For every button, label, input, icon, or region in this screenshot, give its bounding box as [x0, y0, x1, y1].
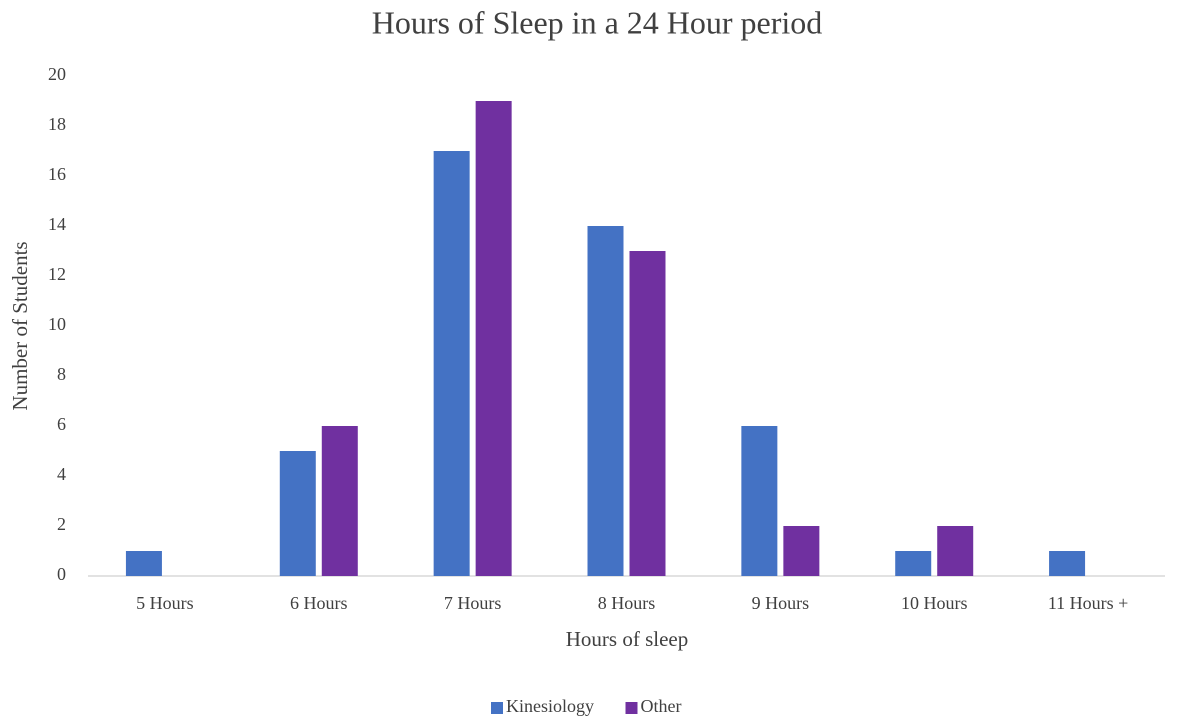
bar: [629, 251, 666, 576]
bar: [741, 426, 778, 576]
x-tick-label: 5 Hours: [136, 593, 194, 613]
x-tick-label: 6 Hours: [290, 593, 348, 613]
legend-label: Kinesiology: [506, 696, 594, 716]
x-tick-label: 10 Hours: [901, 593, 968, 613]
y-tick-label: 18: [48, 114, 66, 134]
y-tick-label: 2: [57, 514, 66, 534]
y-tick-label: 12: [48, 264, 66, 284]
bar: [125, 551, 162, 576]
legend-swatch: [625, 702, 638, 714]
bar: [895, 551, 932, 576]
bar: [475, 101, 512, 576]
y-tick-label: 14: [48, 214, 66, 234]
x-tick-label: 8 Hours: [598, 593, 656, 613]
x-axis-title: Hours of sleep: [566, 627, 688, 651]
bar: [587, 226, 624, 576]
bar: [937, 526, 974, 576]
bar: [433, 151, 470, 576]
y-tick-label: 0: [57, 564, 66, 584]
chart-title: Hours of Sleep in a 24 Hour period: [372, 4, 823, 40]
legend-swatch: [491, 702, 503, 714]
bar: [783, 526, 820, 576]
y-tick-label: 6: [57, 414, 66, 434]
x-tick-label: 7 Hours: [444, 593, 502, 613]
y-tick-label: 8: [57, 364, 66, 384]
bar: [279, 451, 316, 576]
y-tick-label: 10: [48, 314, 66, 334]
y-tick-label: 4: [57, 464, 66, 484]
x-tick-label: 9 Hours: [752, 593, 810, 613]
bar: [1049, 551, 1086, 576]
legend-label: Other: [641, 696, 682, 716]
bar: [321, 426, 358, 576]
y-axis-title: Number of Students: [8, 241, 32, 410]
y-tick-label: 16: [48, 164, 66, 184]
x-tick-label: 11 Hours +: [1048, 593, 1128, 613]
y-tick-label: 20: [48, 64, 66, 84]
